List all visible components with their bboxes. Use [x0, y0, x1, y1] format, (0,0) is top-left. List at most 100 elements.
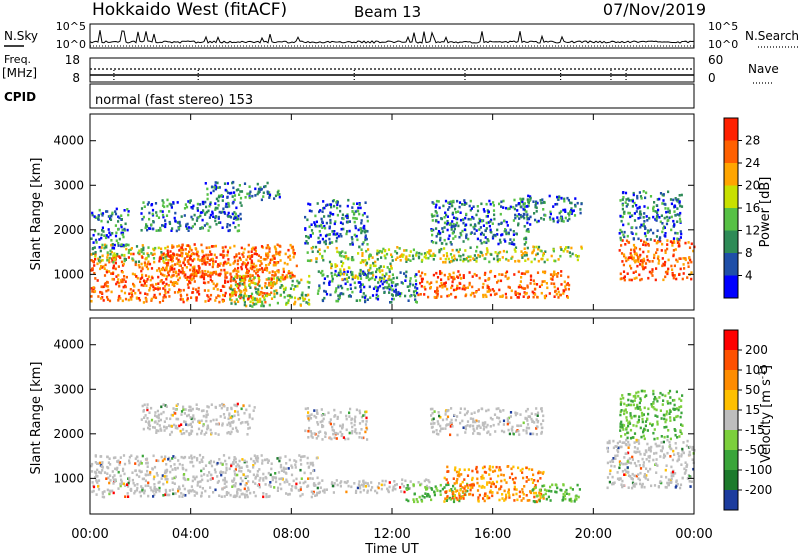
data-cell — [304, 480, 307, 484]
data-cell — [451, 224, 454, 228]
data-cell — [196, 484, 199, 487]
data-cell — [160, 254, 163, 257]
data-cell — [106, 251, 109, 254]
data-cell — [333, 222, 336, 226]
data-cell — [234, 212, 237, 216]
data-cell — [102, 265, 105, 268]
data-cell — [526, 499, 529, 502]
data-cell — [428, 480, 431, 484]
data-cell — [468, 204, 471, 208]
data-cell — [663, 453, 666, 456]
data-cell — [249, 470, 252, 473]
data-cell — [127, 495, 130, 498]
data-cell — [636, 207, 639, 210]
data-cell — [306, 280, 309, 284]
data-cell — [452, 278, 455, 281]
data-cell — [643, 240, 646, 244]
data-cell — [238, 495, 241, 499]
data-cell — [95, 479, 98, 482]
data-cell — [608, 472, 612, 476]
data-cell — [158, 257, 161, 260]
data-cell — [513, 207, 516, 211]
data-cell — [350, 421, 353, 425]
data-cell — [302, 298, 305, 301]
data-cell — [435, 199, 439, 203]
data-cell — [185, 266, 188, 269]
data-cell — [686, 439, 689, 443]
data-cell — [396, 293, 399, 296]
data-cell — [526, 286, 529, 289]
data-cell — [214, 260, 217, 263]
data-cell — [167, 290, 170, 294]
data-cell — [223, 416, 226, 419]
data-cell — [195, 475, 198, 479]
data-cell — [248, 283, 251, 286]
data-cell — [252, 480, 255, 484]
data-cell — [199, 485, 202, 489]
data-cell — [209, 278, 212, 282]
data-cell — [138, 475, 141, 478]
data-cell — [365, 420, 368, 423]
data-cell — [489, 289, 492, 292]
data-cell — [631, 472, 634, 476]
data-cell — [106, 472, 109, 475]
data-cell — [480, 241, 483, 245]
data-cell — [507, 285, 510, 289]
data-cell — [278, 195, 281, 199]
data-cell — [487, 239, 490, 243]
data-cell — [460, 473, 463, 476]
data-cell — [124, 280, 127, 283]
data-cell — [224, 271, 227, 274]
data-cell — [321, 424, 324, 427]
data-cell — [336, 274, 339, 278]
data-cell — [186, 423, 189, 427]
data-cell — [199, 227, 202, 230]
data-cell — [409, 282, 412, 286]
data-cell — [246, 261, 250, 265]
data-cell — [284, 467, 287, 470]
data-cell — [619, 236, 622, 240]
data-cell — [157, 282, 160, 285]
data-cell — [240, 190, 244, 193]
data-cell — [322, 273, 325, 276]
data-cell — [316, 423, 320, 426]
data-cell — [149, 227, 152, 230]
data-cell — [276, 457, 279, 460]
data-cell — [127, 481, 130, 485]
data-cell — [482, 476, 485, 480]
data-cell — [621, 441, 624, 444]
data-cell — [202, 423, 205, 426]
data-cell — [486, 238, 489, 241]
data-cell — [198, 268, 201, 272]
data-cell — [318, 481, 321, 485]
data-cell — [225, 262, 228, 266]
data-cell — [651, 260, 654, 263]
data-cell — [492, 470, 495, 473]
data-cell — [323, 296, 326, 300]
data-cell — [551, 275, 554, 278]
data-cell — [198, 421, 201, 424]
data-cell — [629, 264, 632, 268]
data-cell — [505, 206, 508, 210]
data-cell — [622, 196, 625, 199]
data-cell — [222, 262, 225, 265]
data-cell — [668, 445, 671, 448]
data-cell — [331, 274, 334, 278]
data-cell — [405, 498, 408, 502]
data-cell — [526, 198, 529, 201]
data-cell — [144, 274, 148, 277]
data-cell — [431, 233, 434, 237]
data-cell — [238, 252, 241, 255]
data-cell — [163, 457, 166, 461]
data-cell — [94, 476, 97, 479]
data-cell — [147, 484, 150, 487]
data-cell — [493, 233, 497, 237]
data-cell — [414, 286, 417, 289]
data-cell — [117, 299, 120, 302]
data-cell — [252, 277, 255, 281]
data-cell — [478, 228, 481, 231]
data-cell — [164, 493, 167, 497]
data-cell — [383, 249, 386, 253]
data-cell — [154, 489, 157, 492]
data-cell — [674, 248, 677, 251]
